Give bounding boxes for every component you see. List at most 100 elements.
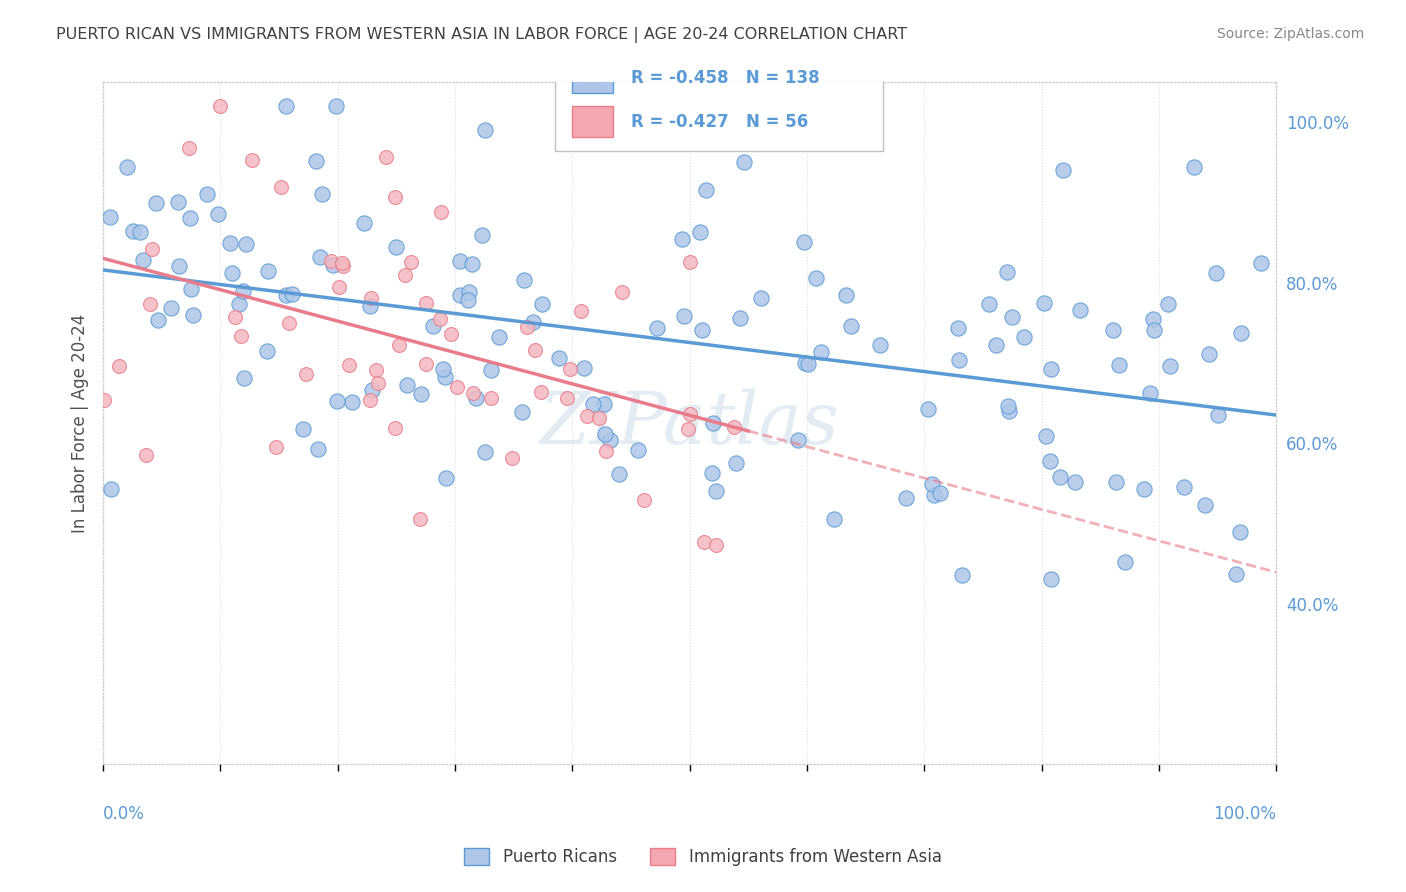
Point bbox=[208, 99, 231, 113]
Point bbox=[689, 225, 711, 239]
Point bbox=[422, 318, 444, 333]
Point bbox=[434, 471, 457, 485]
Point bbox=[984, 338, 1007, 352]
Point bbox=[530, 385, 553, 400]
Point bbox=[221, 266, 243, 280]
Point bbox=[531, 297, 554, 311]
Point bbox=[384, 189, 406, 203]
Point bbox=[146, 313, 169, 327]
Point bbox=[835, 287, 858, 301]
Point bbox=[633, 492, 655, 507]
Point bbox=[522, 316, 544, 330]
Point bbox=[415, 296, 437, 310]
Point bbox=[340, 395, 363, 409]
Point bbox=[138, 297, 160, 311]
Point bbox=[1206, 408, 1229, 422]
Point bbox=[256, 343, 278, 358]
Point bbox=[810, 345, 832, 359]
Point bbox=[1101, 323, 1123, 337]
Point bbox=[1225, 566, 1247, 581]
Point bbox=[429, 312, 451, 326]
Point bbox=[797, 357, 820, 371]
Point bbox=[671, 231, 693, 245]
Point bbox=[394, 268, 416, 282]
Point bbox=[399, 254, 422, 268]
Point bbox=[1104, 475, 1126, 490]
Point bbox=[332, 259, 354, 273]
Point bbox=[228, 296, 250, 310]
Point bbox=[569, 304, 592, 318]
Point bbox=[266, 440, 288, 454]
Point bbox=[948, 321, 970, 335]
Point bbox=[998, 403, 1021, 417]
Point bbox=[330, 256, 353, 270]
Point bbox=[433, 370, 456, 384]
Point bbox=[1035, 429, 1057, 443]
Point bbox=[278, 316, 301, 330]
Point bbox=[1198, 347, 1220, 361]
Point bbox=[1205, 266, 1227, 280]
Point bbox=[479, 363, 502, 377]
Point bbox=[627, 443, 650, 458]
Point bbox=[950, 567, 973, 582]
Point bbox=[415, 357, 437, 371]
Point bbox=[218, 235, 240, 250]
Legend: Puerto Ricans, Immigrants from Western Asia: Puerto Ricans, Immigrants from Western A… bbox=[456, 840, 950, 875]
Point bbox=[700, 466, 723, 480]
Point bbox=[461, 385, 484, 400]
Point bbox=[1194, 499, 1216, 513]
Point bbox=[1173, 480, 1195, 494]
Y-axis label: In Labor Force | Age 20-24: In Labor Force | Age 20-24 bbox=[72, 314, 89, 533]
Point bbox=[145, 195, 167, 210]
Point bbox=[894, 491, 917, 506]
Point bbox=[474, 123, 496, 137]
Point bbox=[326, 394, 349, 409]
Point bbox=[1049, 470, 1071, 484]
Point bbox=[558, 361, 581, 376]
Point bbox=[257, 264, 280, 278]
Point bbox=[388, 338, 411, 352]
Point bbox=[432, 362, 454, 376]
Point bbox=[367, 376, 389, 390]
Point bbox=[235, 236, 257, 251]
Point bbox=[274, 99, 297, 113]
Point bbox=[1052, 163, 1074, 178]
Point bbox=[733, 155, 755, 169]
Point bbox=[702, 416, 724, 430]
Point bbox=[479, 391, 502, 405]
Point bbox=[997, 265, 1019, 279]
Point bbox=[1012, 329, 1035, 343]
Point bbox=[183, 308, 205, 322]
Point bbox=[921, 477, 943, 491]
Point bbox=[353, 216, 375, 230]
Point bbox=[678, 407, 700, 421]
Point bbox=[574, 360, 596, 375]
Point bbox=[751, 291, 773, 305]
Point bbox=[548, 351, 571, 365]
Point bbox=[1133, 482, 1156, 496]
Point bbox=[93, 392, 115, 407]
Point bbox=[337, 358, 360, 372]
Point bbox=[609, 467, 631, 482]
Point bbox=[180, 282, 202, 296]
Point bbox=[319, 253, 342, 268]
Point bbox=[132, 252, 155, 267]
Point bbox=[724, 456, 747, 470]
Point bbox=[449, 287, 471, 301]
Point bbox=[723, 420, 745, 434]
Point bbox=[707, 120, 730, 134]
Point bbox=[838, 99, 860, 113]
Text: 0.0%: 0.0% bbox=[103, 805, 145, 823]
Point bbox=[359, 392, 381, 407]
Point bbox=[384, 420, 406, 434]
Point bbox=[948, 353, 970, 368]
Point bbox=[690, 323, 713, 337]
Point bbox=[672, 309, 695, 323]
Text: ZIPatlas: ZIPatlas bbox=[540, 388, 839, 458]
Point bbox=[207, 207, 229, 221]
Point bbox=[588, 411, 610, 425]
Point bbox=[449, 254, 471, 268]
Point bbox=[325, 99, 347, 113]
Point bbox=[395, 377, 418, 392]
Point bbox=[676, 422, 699, 436]
